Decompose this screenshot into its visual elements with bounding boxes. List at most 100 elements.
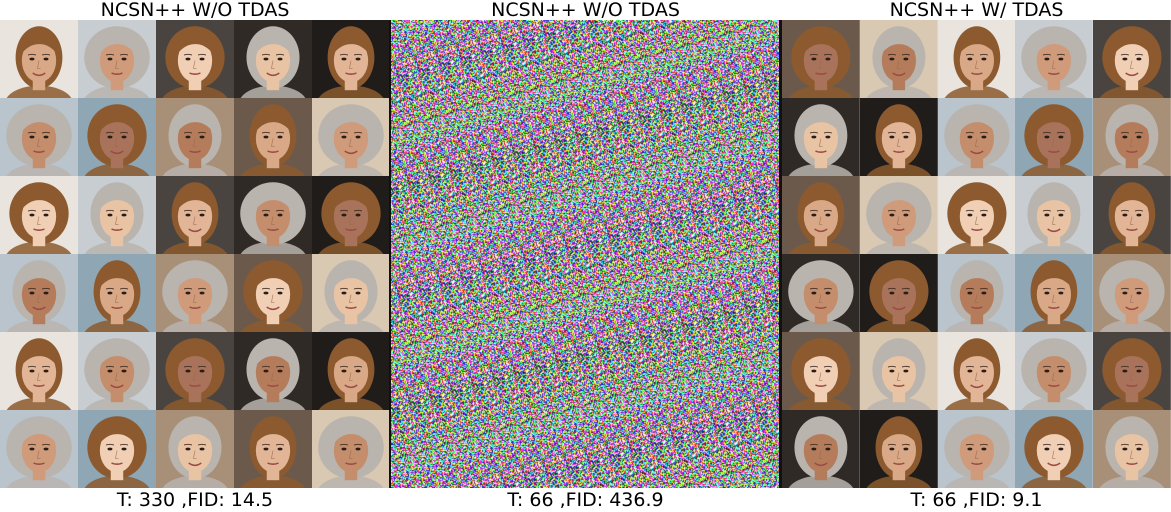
face-portrait [234,20,312,98]
face-portrait [937,176,1016,254]
face-portrait [859,254,938,332]
face-tile [234,410,312,488]
face-portrait [1015,20,1094,98]
face-portrait [234,332,312,410]
face-portrait [859,176,938,254]
face-portrait [0,410,78,488]
face-portrait [937,254,1016,332]
face-portrait [937,98,1016,176]
face-portrait [1093,410,1171,488]
panel-left: NCSN++ W/O TDAS T: 330 ,FID: 14.5 [0,0,390,512]
face-tile [0,20,78,98]
face-tile [1093,176,1171,254]
face-tile [156,176,234,254]
face-tile [782,20,860,98]
face-tile [1015,20,1094,98]
face-portrait [1015,332,1094,410]
face-portrait [782,254,860,332]
divider-line [779,20,782,488]
face-tile [312,332,390,410]
face-tile [1093,332,1171,410]
face-tile [0,332,78,410]
face-portrait [1093,176,1171,254]
face-grid [782,20,1171,488]
face-tile [234,176,312,254]
face-portrait [859,332,938,410]
face-tile [937,20,1016,98]
face-portrait [234,176,312,254]
face-portrait [156,98,234,176]
face-portrait [234,98,312,176]
face-tile [78,410,156,488]
face-tile [1093,254,1171,332]
face-portrait [1015,254,1094,332]
face-tile [156,98,234,176]
divider-line [389,20,392,488]
face-portrait [156,254,234,332]
face-tile [312,410,390,488]
face-grid [0,20,390,488]
face-tile [312,98,390,176]
face-tile [156,410,234,488]
panel-caption: T: 66 ,FID: 9.1 [910,489,1043,511]
face-portrait [234,410,312,488]
face-tile [859,410,938,488]
face-portrait [312,176,390,254]
face-portrait [859,20,938,98]
face-portrait [156,20,234,98]
face-tile [312,176,390,254]
face-tile [782,410,860,488]
face-portrait [1015,410,1094,488]
face-tile [859,20,938,98]
face-tile [78,254,156,332]
face-tile [234,254,312,332]
face-portrait [312,254,390,332]
panel-caption: T: 330 ,FID: 14.5 [116,489,274,511]
face-tile [156,332,234,410]
face-portrait [78,20,156,98]
face-portrait [1093,332,1171,410]
face-tile [78,176,156,254]
face-portrait [0,20,78,98]
face-tile [312,20,390,98]
panel-title: NCSN++ W/O TDAS [491,0,680,21]
face-tile [1093,410,1171,488]
face-portrait [782,332,860,410]
face-portrait [937,410,1016,488]
face-portrait [1093,20,1171,98]
face-tile [1093,20,1171,98]
face-portrait [156,332,234,410]
face-tile [156,20,234,98]
face-tile [0,254,78,332]
panel-middle: NCSN++ W/O TDAS T: 66 ,FID: 436.9 [391,0,780,512]
face-portrait [937,332,1016,410]
face-tile [1015,410,1094,488]
face-tile [234,98,312,176]
face-portrait [78,410,156,488]
face-tile [1015,98,1094,176]
noise-image [391,20,780,488]
face-tile [782,254,860,332]
face-portrait [1015,176,1094,254]
face-tile [859,176,938,254]
panel-title: NCSN++ W/ TDAS [889,0,1064,21]
face-tile [1015,254,1094,332]
face-tile [937,332,1016,410]
face-portrait [782,176,860,254]
face-tile [937,410,1016,488]
face-tile [234,332,312,410]
face-portrait [0,254,78,332]
face-tile [156,254,234,332]
face-tile [782,176,860,254]
face-tile [859,332,938,410]
face-portrait [312,20,390,98]
face-tile [1015,176,1094,254]
face-portrait [1015,98,1094,176]
face-tile [1093,98,1171,176]
face-portrait [782,20,860,98]
panel-title: NCSN++ W/O TDAS [100,0,290,21]
face-portrait [78,254,156,332]
face-portrait [156,410,234,488]
face-portrait [859,98,938,176]
face-portrait [78,332,156,410]
